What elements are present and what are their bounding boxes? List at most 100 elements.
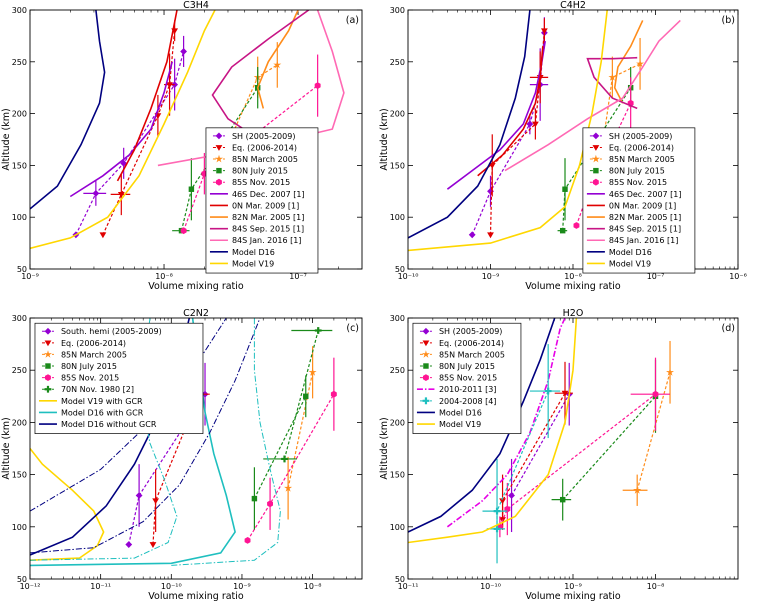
- y-tick-label: 50: [17, 575, 27, 584]
- legend-label: Eq. (2006-2014): [439, 339, 504, 348]
- series-eq-2006-2014: [99, 20, 179, 239]
- x-tick-label: 10⁻⁹: [233, 582, 251, 591]
- series-model-v19-line: [408, 10, 608, 252]
- series-85s-nov-2015-point: [244, 537, 251, 544]
- plot-frame: [407, 317, 739, 580]
- legend-label: Model D16 with GCR: [61, 408, 144, 417]
- series-eq-2006-2014-point: [487, 232, 494, 239]
- series-82n-mar-2005-1-line: [613, 20, 644, 104]
- legend-label: SH (2005-2009): [439, 327, 502, 336]
- legend-marker: [592, 132, 600, 140]
- chart-title: C4H2: [560, 0, 586, 11]
- legend-item: SH (2005-2009): [589, 132, 672, 141]
- series-model-v19-with-gcr-line: [30, 448, 105, 561]
- y-tick-label: 100: [390, 523, 405, 532]
- series-d16-bound-lower-line: [30, 318, 261, 554]
- series-80n-july-2015-point: [188, 186, 195, 192]
- legend-label: SH (2005-2009): [232, 132, 295, 141]
- legend-label: Model V19: [439, 420, 481, 429]
- series-sh-2005-2009-point: [180, 48, 188, 55]
- legend-item: 2010-2011 [3]: [416, 385, 496, 394]
- legend-item: Eq. (2006-2014): [419, 339, 504, 348]
- chart-title: C2N2: [183, 308, 209, 319]
- series-cyan-bound-right-line: [171, 318, 281, 566]
- x-tick-label: 10⁻⁶: [729, 272, 747, 281]
- legend-label: Model D16: [439, 408, 482, 417]
- series-sh-2005-2009-point: [468, 231, 476, 239]
- legend-item: 85S Nov. 2015: [589, 178, 667, 187]
- series-84s-jan-2016-1-line: [504, 19, 681, 172]
- series-eq-2006-2014-point: [561, 390, 569, 397]
- legend-marker: [593, 178, 599, 186]
- y-tick-label: 100: [390, 213, 405, 222]
- series-85s-nov-2015-point: [652, 390, 659, 398]
- legend: South. hemi (2005-2009) Eq. (2006-2014) 85…: [34, 322, 204, 434]
- panel-c4h2: 10⁻¹⁰ 10⁻⁹ 10⁻⁸ 10⁻⁷ 10⁻⁶ 50 100 150 200 250 300 C4…: [379, 0, 747, 292]
- x-tick-label: 10⁻⁸: [304, 582, 322, 591]
- legend: SH (2005-2009) Eq. (2006-2014) 85N March 2…: [412, 322, 522, 434]
- series-85n-march-2005-point: [284, 484, 293, 492]
- legend-marker: [422, 350, 430, 358]
- legend-box: [412, 322, 522, 434]
- series-85n-march-2005: [622, 340, 674, 506]
- legend-label: 85N March 2005: [232, 155, 298, 164]
- legend-box: [205, 127, 319, 274]
- legend-marker: [215, 145, 223, 151]
- series-85n-march-2005-connector: [287, 372, 314, 489]
- legend-label: 2004-2008 [4]: [439, 397, 496, 406]
- series-0n-mar-2009-1-line: [477, 46, 544, 177]
- series-80n-july-2015-point: [251, 495, 258, 502]
- legend-item: 0N Mar. 2009 [1]: [209, 201, 299, 210]
- legend-label: 84S Sep. 2015 [1]: [232, 225, 304, 234]
- legend-item: Model V19: [209, 259, 274, 268]
- x-axis-label: Volume mixing ratio: [148, 591, 244, 602]
- legend-label: Eq. (2006-2014): [61, 339, 126, 348]
- legend-label: 85S Nov. 2015: [439, 374, 497, 383]
- series-sh-2005-2009-connector: [511, 393, 570, 496]
- series-70n-nov-1980-2-connector: [283, 330, 319, 460]
- legend-label: 80N July 2015: [609, 167, 665, 176]
- series-70n-nov-1980-2: [263, 327, 333, 463]
- legend-item: Model D16 without GCR: [38, 420, 157, 429]
- y-tick-label: 100: [12, 213, 27, 222]
- legend-label: 84S Jan. 2016 [1]: [232, 236, 301, 245]
- y-tick-label: 200: [12, 110, 27, 119]
- y-tick-label: 150: [12, 161, 27, 170]
- series-sh-2005-2009-point: [508, 492, 515, 499]
- legend-marker: [44, 340, 52, 347]
- legend-label: 85N March 2005: [609, 155, 675, 164]
- series-85s-nov-2015-point: [267, 500, 273, 508]
- series-80n-july-2015-point: [559, 227, 566, 234]
- legend-label: Model V19 with GCR: [61, 397, 143, 406]
- series-sh-2005-2009-point: [487, 187, 494, 195]
- y-tick-label: 150: [390, 161, 405, 170]
- legend-label: 80N July 2015: [61, 362, 117, 371]
- legend-label: 80N July 2015: [439, 362, 495, 371]
- series-model-d16-line: [30, 10, 106, 210]
- legend-item: Eq. (2006-2014): [589, 143, 674, 152]
- y-tick-label: 100: [12, 523, 27, 532]
- chart-title: C3H4: [183, 0, 209, 11]
- legend-label: 82N Mar. 2005 [1]: [232, 213, 304, 222]
- legend-marker: [215, 132, 223, 140]
- series-80n-july-2015-point: [303, 393, 309, 400]
- legend-item: SH (2005-2009): [419, 327, 502, 336]
- x-tick-label: 10⁻¹¹: [398, 582, 419, 591]
- legend-item: 84S Jan. 2016 [1]: [209, 236, 301, 245]
- legend-label: SH (2005-2009): [609, 132, 672, 141]
- series-2004-2008-4-point: [544, 387, 552, 395]
- legend-item: 84S Jan. 2016 [1]: [586, 236, 678, 245]
- legend-marker: [215, 154, 223, 163]
- series-0n-mar-2009-1-line: [116, 10, 178, 182]
- legend-item: 0N Mar. 2009 [1]: [586, 201, 676, 210]
- series-eq-2006-2014: [499, 361, 573, 530]
- legend-label: Model D16 without GCR: [61, 420, 157, 429]
- panel-label: (c): [346, 323, 359, 334]
- series-sh-2005-2009-point: [92, 189, 100, 197]
- x-tick-label: 10⁻⁹: [564, 582, 582, 591]
- legend-item: South. hemi (2005-2009): [41, 327, 162, 336]
- legend-item: 84S Sep. 2015 [1]: [209, 225, 304, 234]
- legend-item: 85N March 2005: [41, 350, 127, 359]
- legend-item: Model V19 with GCR: [38, 397, 143, 406]
